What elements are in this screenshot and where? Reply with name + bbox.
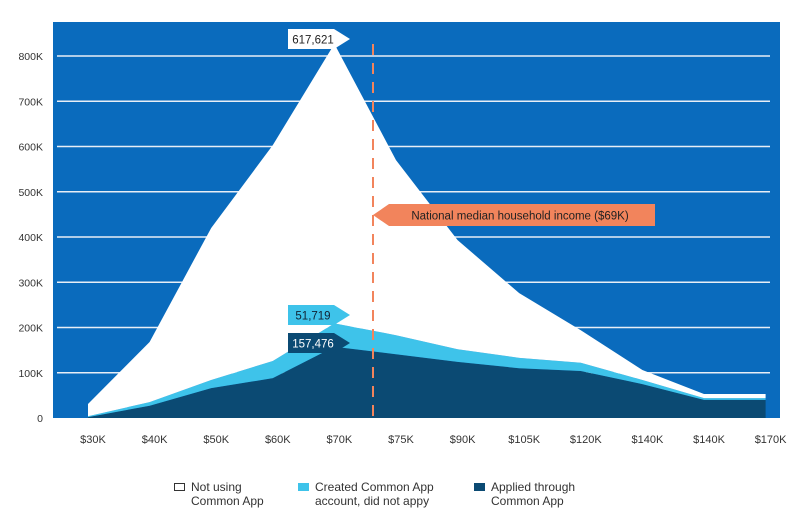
peak-dark-flag	[288, 333, 350, 353]
y-tick-label: 100K	[18, 368, 43, 380]
peak-white-label: 617,621	[292, 35, 334, 47]
x-tick-label: $140K	[693, 434, 725, 446]
legend-swatch	[174, 483, 185, 491]
x-tick-label: $170K	[755, 434, 787, 446]
x-tick-label: $50K	[203, 434, 229, 446]
median-flag	[373, 204, 655, 226]
y-tick-label: 500K	[18, 187, 43, 199]
x-tick-label: $40K	[142, 434, 168, 446]
x-tick-label: $140K	[631, 434, 663, 446]
x-tick-label: $75K	[388, 434, 414, 446]
legend-item-created-account: Created Common App account, did not appy	[298, 480, 468, 508]
legend-item-applied: Applied through Common App	[474, 480, 604, 508]
peak-white-flag	[288, 29, 350, 49]
y-tick-label: 200K	[18, 323, 43, 335]
median-label: National median household income ($69K)	[411, 211, 629, 223]
area-chart: 0 100K 200K 300K 400K 500K 600K 700K 800K 617,621…	[18, 22, 787, 446]
x-tick-label: $30K	[80, 434, 106, 446]
x-tick-label: $105K	[508, 434, 540, 446]
x-tick-label: $70K	[327, 434, 353, 446]
y-tick-label: 800K	[18, 51, 43, 63]
legend-item-not-using: Not using Common App	[174, 480, 264, 508]
legend-label: Created Common App account, did not appy	[315, 480, 434, 508]
y-tick-label: 0	[37, 413, 43, 425]
legend-swatch	[298, 483, 309, 491]
x-tick-label: $90K	[450, 434, 476, 446]
x-tick-label: $120K	[570, 434, 602, 446]
peak-light-flag	[288, 305, 350, 325]
area-not-using-common-app	[88, 43, 766, 417]
y-tick-label: 700K	[18, 96, 43, 108]
x-tick-label: $60K	[265, 434, 291, 446]
peak-dark-label: 157,476	[292, 339, 334, 351]
area-applied-through-common-app	[88, 346, 766, 418]
y-tick-label: 400K	[18, 232, 43, 244]
y-tick-label: 300K	[18, 277, 43, 289]
legend-label: Applied through Common App	[491, 480, 576, 508]
y-tick-label: 600K	[18, 142, 43, 154]
legend-label: Not using Common App	[191, 480, 264, 508]
peak-light-label: 51,719	[295, 311, 330, 323]
legend-swatch	[474, 483, 485, 491]
